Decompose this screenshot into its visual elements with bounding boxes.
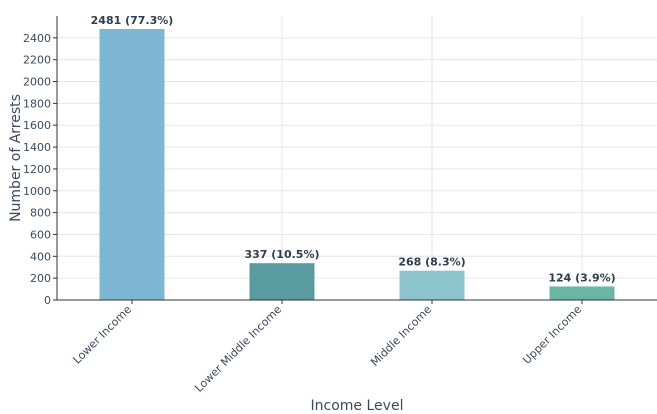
y-tick-label: 1600 xyxy=(23,119,51,132)
data-label: 124 (3.9%) xyxy=(548,271,615,284)
data-label: 2481 (77.3%) xyxy=(91,14,174,27)
data-labels: 2481 (77.3%) 337 (10.5%) 268 (8.3%) 124 (3.… xyxy=(91,14,616,284)
x-tick-label: Lower Income xyxy=(71,303,135,367)
y-ticks: 0 200 400 600 800 1000 1200 1400 1600 1800 2000 220… xyxy=(23,32,57,307)
bars xyxy=(99,28,615,300)
x-tick-label: Middle Income xyxy=(368,303,434,369)
y-tick-label: 400 xyxy=(30,250,51,263)
data-label: 268 (8.3%) xyxy=(398,256,465,269)
y-tick-label: 600 xyxy=(30,228,51,241)
y-tick-label: 2000 xyxy=(23,76,51,89)
y-tick-label: 1200 xyxy=(23,163,51,176)
y-tick-label: 2200 xyxy=(23,54,51,67)
bar xyxy=(99,28,165,300)
y-tick-label: 1400 xyxy=(23,141,51,154)
y-axis-title: Number of Arrests xyxy=(8,94,24,222)
y-tick-label: 0 xyxy=(44,294,51,307)
bar xyxy=(249,263,315,300)
y-tick-label: 1000 xyxy=(23,185,51,198)
x-tick-label: Lower Middle Income xyxy=(192,303,284,395)
y-tick-label: 200 xyxy=(30,272,51,285)
x-ticks: Lower Income Lower Middle Income Middle In… xyxy=(71,300,584,395)
bar xyxy=(399,270,465,300)
y-tick-label: 800 xyxy=(30,207,51,220)
y-tick-label: 2400 xyxy=(23,32,51,45)
bar xyxy=(549,286,615,300)
x-axis-title: Income Level xyxy=(311,398,404,414)
y-tick-label: 1800 xyxy=(23,97,51,110)
data-label: 337 (10.5%) xyxy=(244,248,319,261)
x-tick-label: Upper Income xyxy=(520,303,584,367)
